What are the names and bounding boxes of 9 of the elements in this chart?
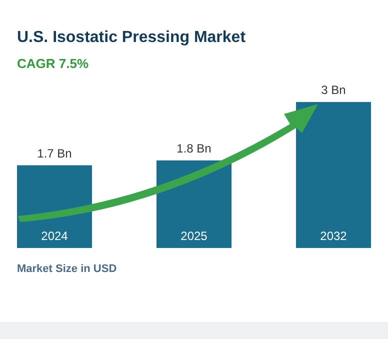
x-tick-label: 2024 [41, 229, 68, 243]
chart-title: U.S. Isostatic Pressing Market [17, 29, 246, 46]
data-label: 1.8 Bn [176, 141, 212, 156]
data-label: 1.7 Bn [37, 146, 72, 160]
data-label: 3 Bn [321, 83, 346, 97]
text: Market Size in USD [17, 263, 117, 275]
chart-subtitle: CAGR 7.5% [17, 56, 89, 71]
x-tick-label: 2032 [320, 229, 348, 243]
x-tick-label: 2025 [180, 229, 208, 243]
